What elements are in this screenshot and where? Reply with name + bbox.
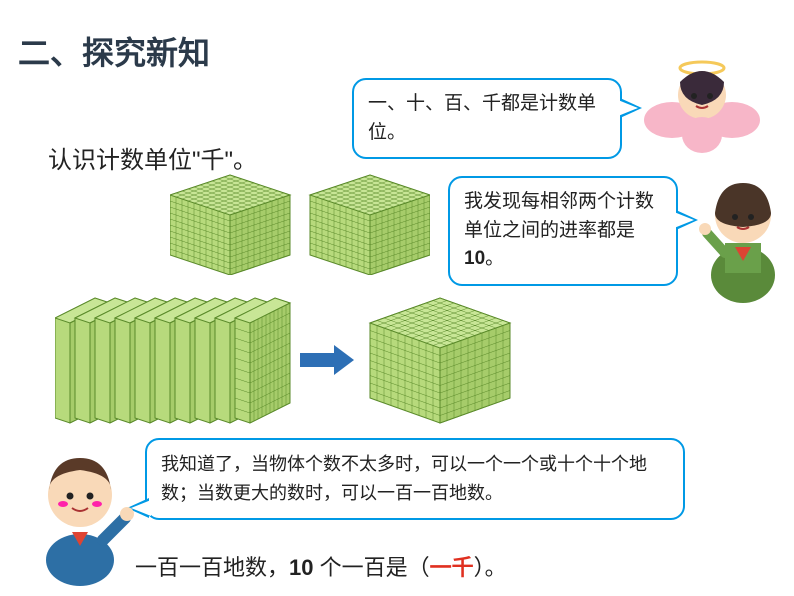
speech-bubble-1: 一、十、百、千都是计数单位。	[352, 78, 622, 159]
bottom-b: 10	[289, 555, 313, 580]
bubble2-text-c: 。	[485, 248, 504, 269]
bottom-a: 一百一百地数，	[135, 555, 289, 580]
boy-character-icon	[25, 440, 140, 590]
bubble2-tail-inner	[674, 212, 694, 228]
girl-character-icon	[695, 165, 790, 305]
bottom-e: ）。	[474, 555, 507, 580]
bottom-c: 个一百是（	[314, 555, 430, 580]
bubble2-text-a: 我发现每相邻两个计数单位之间的进率都是	[464, 191, 654, 241]
slabs-to-cube	[55, 288, 515, 433]
section-title: 二、探究新知	[18, 28, 210, 74]
bottom-d: 一千	[430, 555, 474, 580]
arrow-icon	[300, 345, 354, 375]
bubble3-text: 我知道了，当物体个数不太多时，可以一个一个或十个十个地数；当数更大的数时，可以一…	[161, 454, 647, 503]
speech-bubble-3: 我知道了，当物体个数不太多时，可以一个一个或十个十个地数；当数更大的数时，可以一…	[145, 438, 685, 520]
bubble1-text: 一、十、百、千都是计数单位。	[368, 93, 596, 143]
bubble1-tail-inner	[618, 100, 638, 116]
bubble2-text-b: 10	[464, 248, 485, 269]
cube-pair-top	[170, 165, 430, 280]
angel-character-icon	[642, 50, 762, 160]
speech-bubble-2: 我发现每相邻两个计数单位之间的进率都是 10。	[448, 176, 678, 286]
conclusion-line: 一百一百地数，10 个一百是（一千）。	[135, 550, 507, 582]
